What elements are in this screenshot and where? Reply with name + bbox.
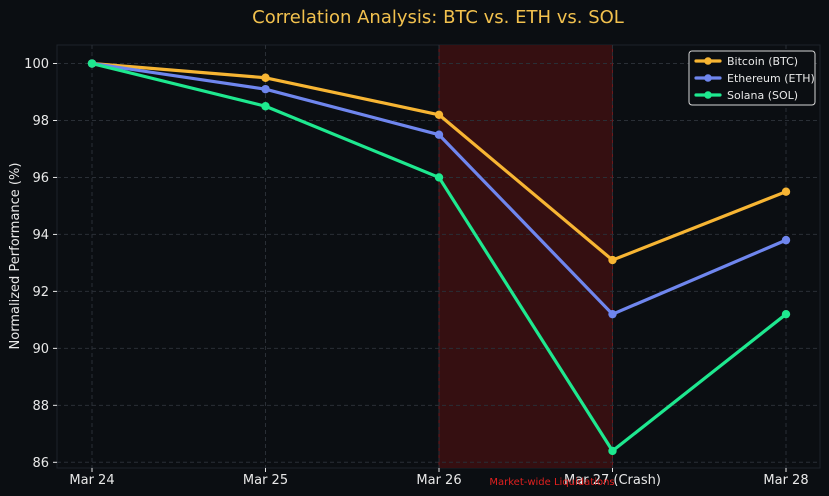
data-point-bitcoin-btc (434, 110, 444, 119)
data-point-ethereum-eth (261, 84, 270, 94)
legend-label: Solana (SOL) (727, 89, 798, 102)
y-tick-label: 88 (32, 399, 49, 414)
legend-swatch-marker (704, 57, 712, 65)
crash-shaded-region (439, 45, 613, 468)
legend-label: Bitcoin (BTC) (727, 55, 798, 68)
legend: Bitcoin (BTC) Ethereum (ETH) Solana (SOL) (688, 50, 816, 106)
chart-title: Correlation Analysis: BTC vs. ETH vs. SO… (252, 7, 624, 28)
series-layer (87, 59, 791, 456)
data-point-solana-sol (781, 309, 791, 319)
data-point-ethereum-eth (608, 309, 617, 319)
data-point-bitcoin-btc (608, 255, 617, 265)
data-point-ethereum-eth (781, 235, 791, 245)
y-tick-label: 92 (32, 285, 49, 300)
data-point-bitcoin-btc (781, 187, 791, 196)
legend-box (688, 50, 816, 106)
data-point-solana-sol (434, 173, 444, 182)
liquidations-annotation: Market-wide Liquidations (489, 477, 614, 488)
y-tick-label: 94 (32, 228, 49, 243)
series-solana-sol (87, 59, 791, 456)
legend-label: Ethereum (ETH) (727, 72, 815, 85)
legend-item-solana-sol: Solana (SOL) (694, 89, 798, 102)
y-tick-label: 86 (32, 456, 49, 471)
y-tick-label: 96 (32, 171, 49, 186)
data-point-solana-sol (608, 446, 617, 456)
legend-item-bitcoin-btc: Bitcoin (BTC) (694, 55, 798, 68)
y-axis-label: Normalized Performance (%) (8, 163, 23, 350)
x-tick-label: Mar 28 (763, 473, 808, 488)
y-tick-label: 100 (24, 57, 49, 72)
legend-swatch-marker (704, 91, 712, 99)
y-tick-label: 98 (32, 114, 49, 129)
y-tick-label: 90 (32, 342, 49, 357)
x-tick-label: Mar 26 (416, 473, 461, 488)
x-tick-label: Mar 24 (69, 473, 114, 488)
legend-item-ethereum-eth: Ethereum (ETH) (694, 72, 815, 85)
y-axis-ticks: 86 88 90 92 94 96 98 100 (24, 57, 57, 471)
x-tick-label: Mar 25 (243, 473, 288, 488)
data-point-bitcoin-btc (261, 73, 270, 82)
legend-swatch-marker (704, 74, 712, 82)
data-point-solana-sol (87, 59, 97, 68)
data-point-ethereum-eth (434, 130, 444, 139)
x-axis-ticks: Mar 24 Mar 25 Mar 26 Mar 27 (Crash) Mar 28 (69, 468, 809, 488)
data-point-solana-sol (261, 102, 270, 111)
x-tick-label: Mar 27 (Crash) (564, 473, 661, 488)
